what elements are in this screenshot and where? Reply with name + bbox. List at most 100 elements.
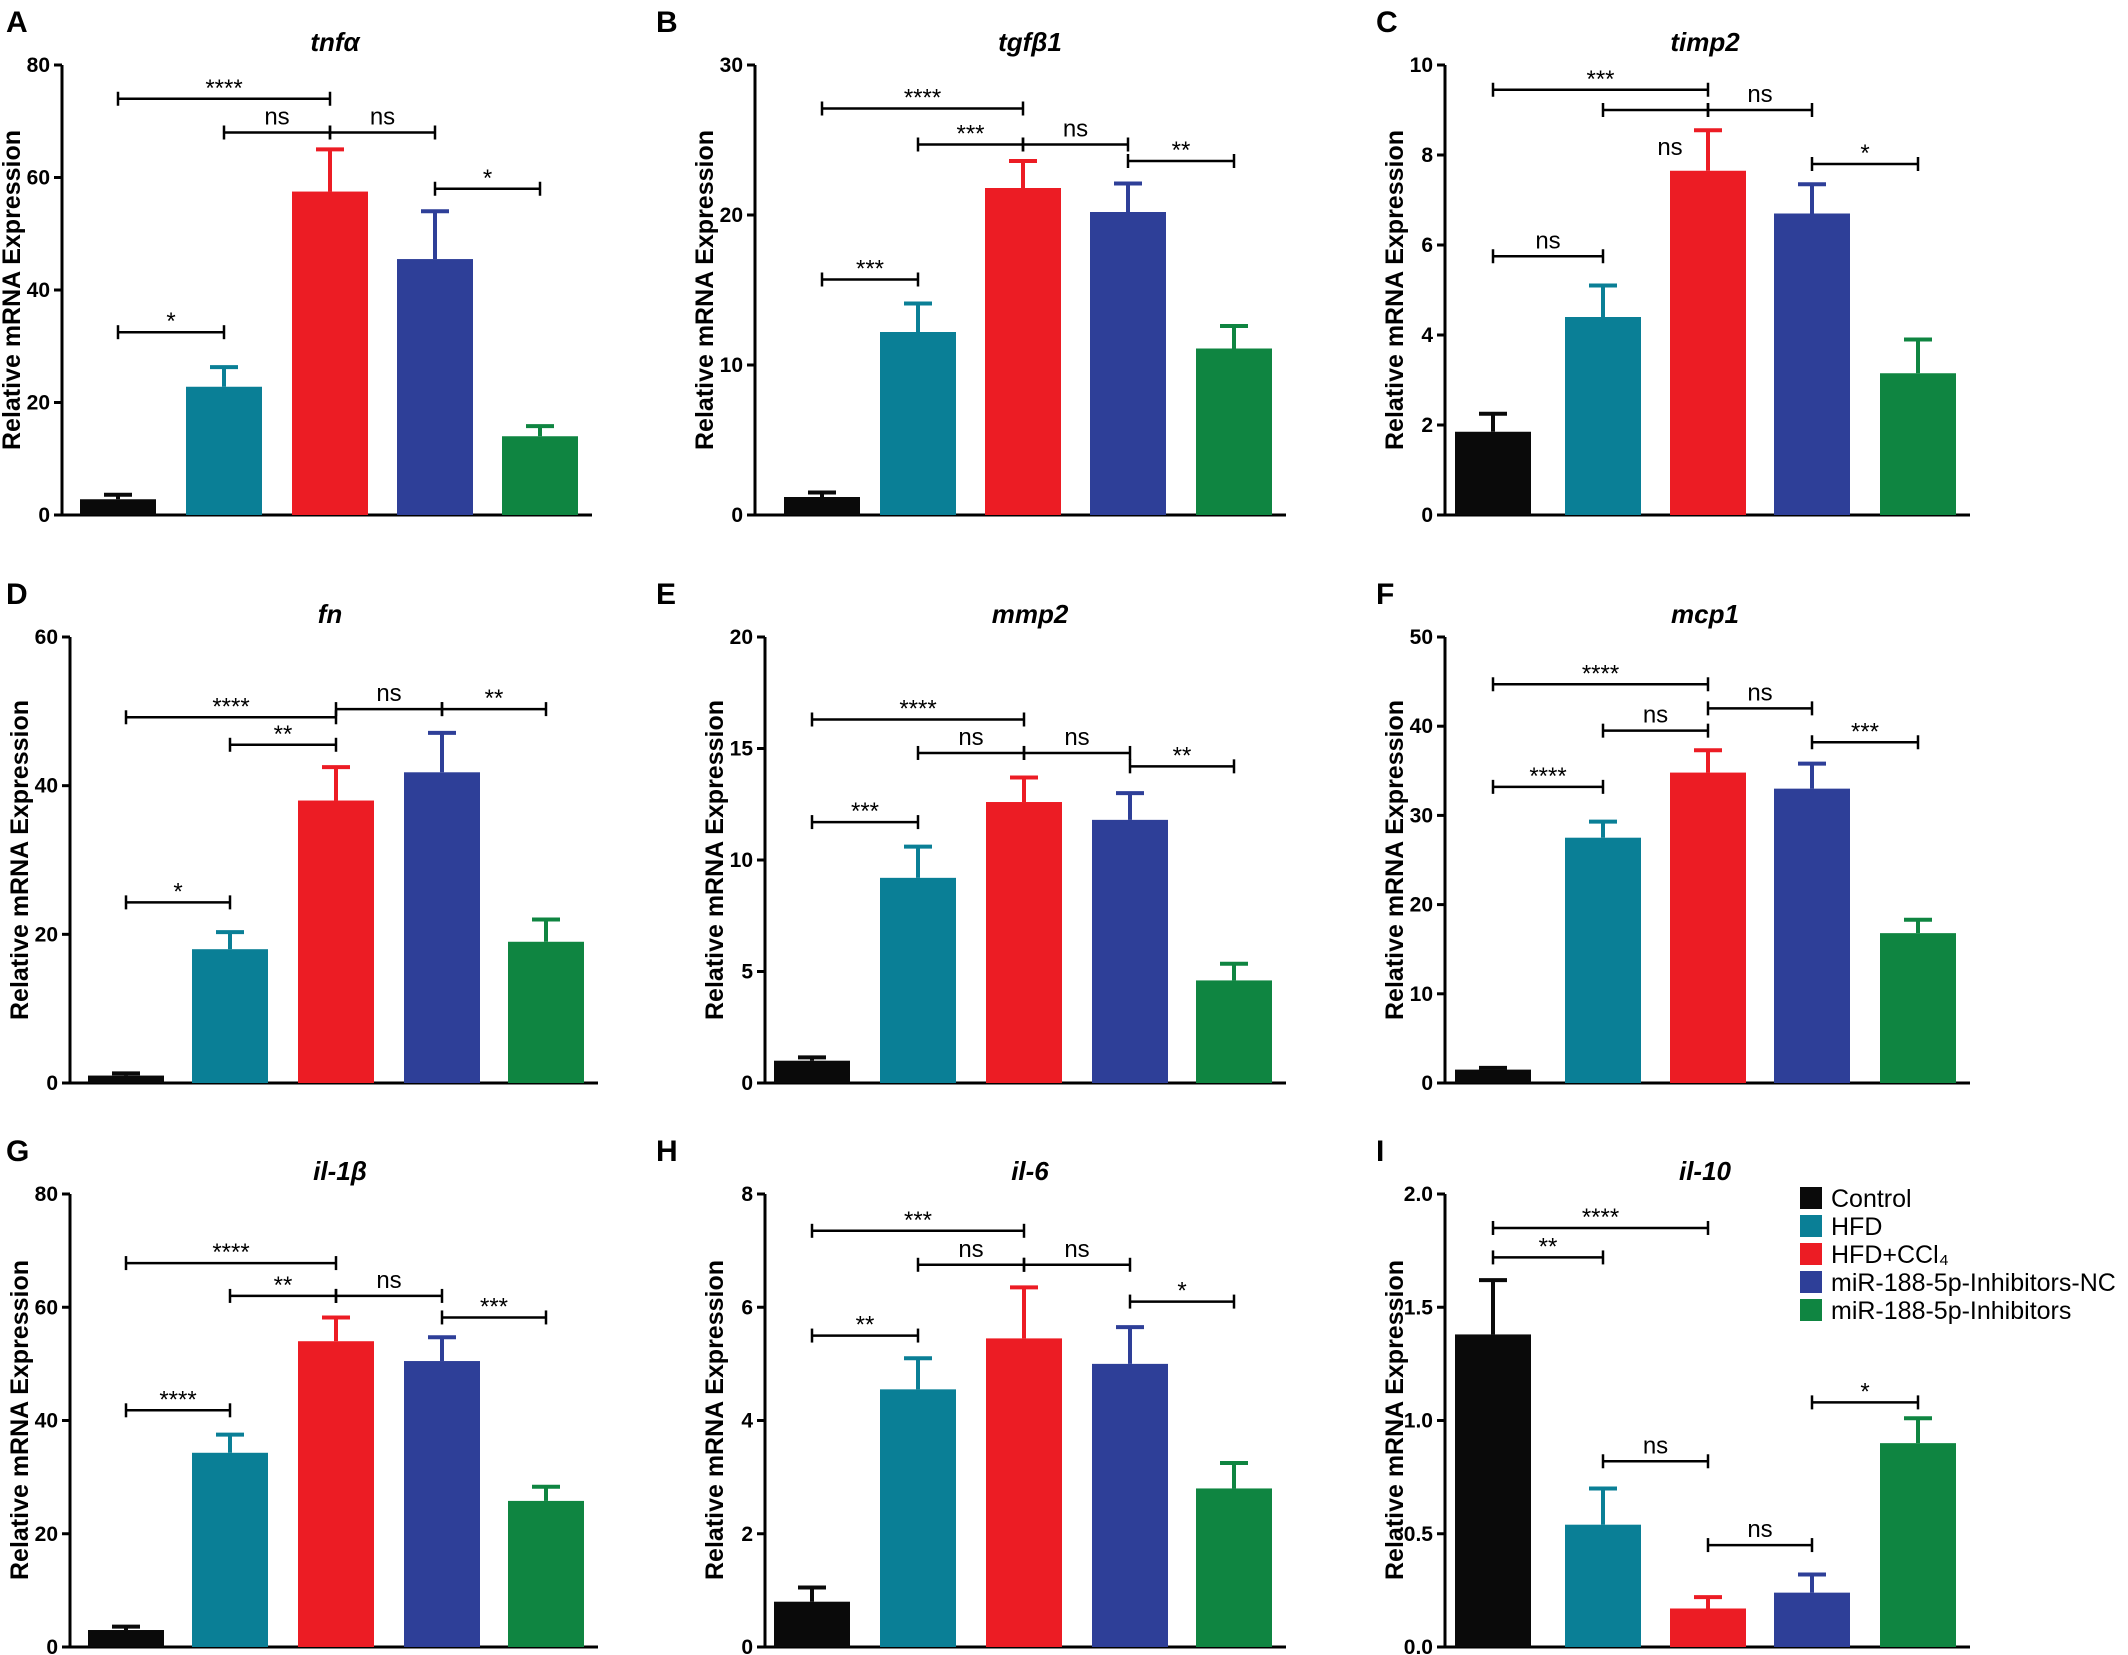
legend: ControlHFDHFD+CCl₄miR-188-5p-Inhibitors-…	[1800, 1185, 2116, 1325]
y-axis-label: Relative mRNA Expression	[6, 1260, 34, 1580]
y-tick-label: 15	[730, 738, 754, 761]
bar	[1455, 1069, 1531, 1083]
significance-label: ns	[370, 104, 395, 131]
y-tick-label: 40	[27, 279, 50, 302]
significance-label: ns	[1747, 679, 1772, 706]
y-tick-label: 40	[1410, 715, 1433, 738]
y-tick-label: 0	[731, 504, 743, 527]
bar	[985, 188, 1061, 515]
panel-letter: E	[656, 578, 676, 611]
significance-label: ns	[1747, 1516, 1772, 1543]
y-tick-label: 50	[1410, 626, 1433, 649]
y-tick-label: 0	[741, 1072, 753, 1095]
significance-label: *	[483, 165, 492, 192]
significance-label: ****	[899, 696, 936, 723]
legend-swatch	[1800, 1299, 1822, 1321]
y-axis-label: Relative mRNA Expression	[1381, 130, 1409, 450]
panel-letter: H	[656, 1135, 678, 1168]
y-tick-label: 1.5	[1404, 1296, 1434, 1319]
significance-label: *	[1860, 1378, 1869, 1405]
y-tick-label: 0	[1421, 504, 1433, 527]
significance-label: *	[166, 308, 175, 335]
significance-label: ns	[1064, 1236, 1089, 1263]
panel-title: il-10	[1679, 1156, 1732, 1186]
bar	[298, 1341, 374, 1647]
y-axis-label: Relative mRNA Expression	[701, 1260, 729, 1580]
y-tick-label: 10	[720, 354, 743, 377]
bar	[1090, 212, 1166, 515]
legend-swatch	[1800, 1215, 1822, 1237]
bar	[986, 1338, 1062, 1647]
y-tick-label: 40	[35, 1410, 58, 1433]
bar	[192, 949, 268, 1083]
panel-letter: A	[6, 6, 28, 39]
y-tick-label: 0	[1421, 1072, 1433, 1095]
y-axis-label: Relative mRNA Expression	[701, 700, 729, 1020]
significance-label: ***	[956, 121, 984, 148]
bar	[88, 1075, 164, 1083]
significance-label: *	[1860, 140, 1869, 167]
bar	[404, 772, 480, 1083]
bar	[502, 436, 578, 515]
bar	[1774, 788, 1850, 1083]
significance-label: ****	[904, 85, 941, 112]
significance-label: ***	[480, 1293, 508, 1320]
significance-label: ****	[1582, 660, 1619, 687]
significance-label: **	[274, 1272, 293, 1299]
significance-label: ***	[856, 256, 884, 283]
y-tick-label: 6	[741, 1296, 753, 1319]
bar	[1455, 1334, 1531, 1647]
y-tick-label: 20	[720, 204, 743, 227]
bar	[1455, 431, 1531, 515]
significance-label: **	[1173, 742, 1192, 769]
y-tick-label: 80	[27, 54, 50, 77]
significance-label: ***	[1851, 718, 1879, 745]
bar	[1196, 1488, 1272, 1647]
y-tick-label: 1.0	[1404, 1410, 1433, 1433]
significance-label: **	[274, 721, 293, 748]
panel-letter: F	[1376, 578, 1394, 611]
y-tick-label: 20	[35, 923, 58, 946]
significance-label: ns	[1747, 81, 1772, 108]
significance-label: ns	[1643, 702, 1668, 729]
bar	[986, 802, 1062, 1083]
significance-label: ****	[212, 693, 249, 720]
bar	[880, 877, 956, 1083]
y-tick-label: 5	[741, 961, 753, 984]
y-tick-label: 20	[27, 392, 50, 415]
significance-label: ***	[904, 1207, 932, 1234]
y-axis-label: Relative mRNA Expression	[691, 130, 719, 450]
panel-title: mcp1	[1671, 599, 1739, 629]
y-tick-label: 8	[1421, 144, 1433, 167]
significance-label: ****	[212, 1239, 249, 1266]
bar	[508, 941, 584, 1083]
y-tick-label: 80	[35, 1183, 58, 1206]
significance-label: ****	[1582, 1204, 1619, 1231]
y-tick-label: 10	[1410, 983, 1433, 1006]
bar	[404, 1361, 480, 1647]
y-axis-label: Relative mRNA Expression	[0, 130, 26, 450]
bar	[1880, 933, 1956, 1083]
bar	[880, 1389, 956, 1647]
y-tick-label: 0.5	[1404, 1523, 1434, 1546]
y-tick-label: 60	[35, 626, 58, 649]
bar	[1670, 772, 1746, 1083]
y-tick-label: 60	[27, 167, 50, 190]
bar	[1670, 170, 1746, 515]
y-tick-label: 0	[38, 504, 50, 527]
y-tick-label: 30	[720, 54, 743, 77]
significance-label: ***	[851, 798, 879, 825]
y-tick-label: 30	[1410, 804, 1433, 827]
panel-title: fn	[318, 599, 343, 629]
panel-title: timp2	[1670, 27, 1740, 57]
legend-label: miR-188-5p-Inhibitors	[1831, 1297, 2071, 1325]
y-tick-label: 0	[46, 1072, 58, 1095]
panel-title: mmp2	[992, 599, 1069, 629]
bar	[774, 1060, 850, 1083]
